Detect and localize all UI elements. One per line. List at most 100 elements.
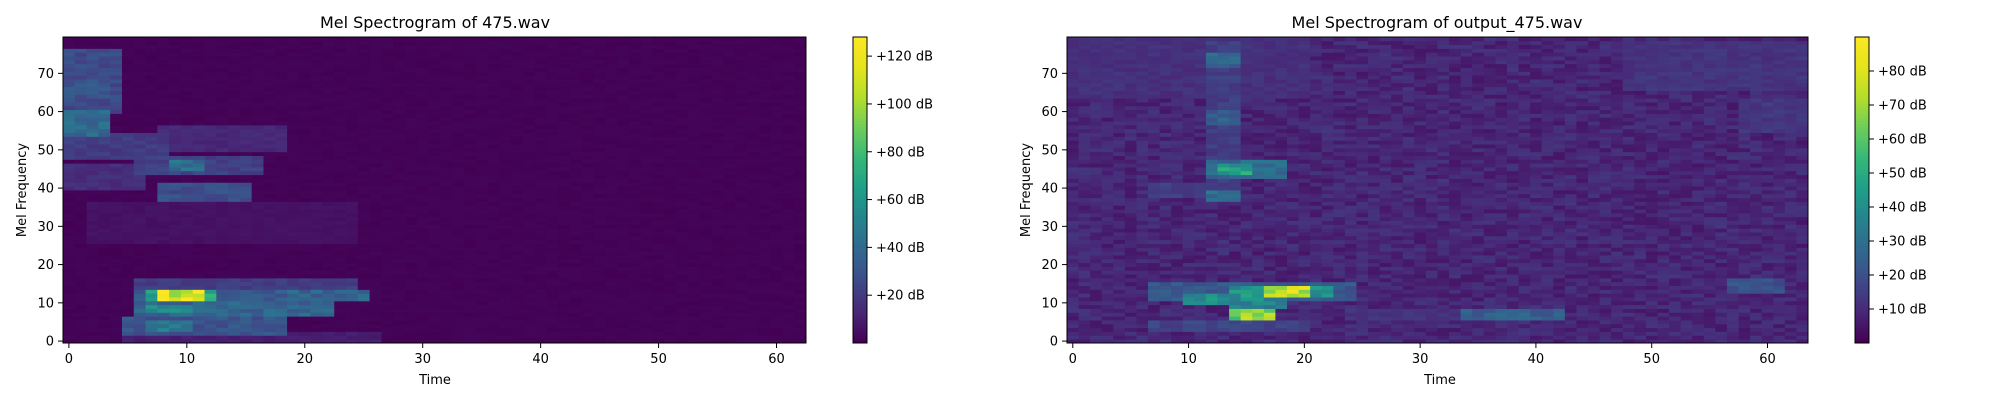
heatmap-cell <box>770 94 783 99</box>
heatmap-cell <box>747 323 760 329</box>
heatmap-cell <box>239 186 253 191</box>
heatmap-cell <box>192 86 205 91</box>
heatmap-cell <box>475 308 488 313</box>
heatmap-cell <box>322 136 335 141</box>
heatmap-cell <box>216 147 229 153</box>
heatmap-cell <box>664 186 677 191</box>
heatmap-cell <box>499 52 512 57</box>
heatmap-cell <box>794 316 807 321</box>
heatmap-cell <box>275 182 288 187</box>
heatmap-cell <box>416 316 429 321</box>
heatmap-cell <box>86 235 99 241</box>
heatmap-cell <box>723 121 736 126</box>
heatmap-cell <box>98 140 111 145</box>
heatmap-cell <box>463 67 477 72</box>
heatmap-cell <box>110 155 123 160</box>
heatmap-cell <box>275 117 288 122</box>
heatmap-cell <box>699 205 713 210</box>
heatmap-cell <box>735 102 748 107</box>
heatmap-cell <box>63 339 76 344</box>
heatmap-cell <box>452 136 465 141</box>
heatmap-cell <box>558 297 571 302</box>
heatmap-cell <box>228 274 241 279</box>
heatmap-cell <box>275 293 288 298</box>
heatmap-cell <box>452 52 465 57</box>
heatmap-cell <box>239 224 253 229</box>
heatmap-cell <box>346 105 359 111</box>
heatmap-cell <box>192 197 205 202</box>
heatmap-cell <box>794 266 807 271</box>
heatmap-cell <box>263 117 276 122</box>
heatmap-cell <box>393 124 406 130</box>
heatmap-cell <box>98 136 111 141</box>
heatmap-cell <box>664 151 677 156</box>
heatmap-cell <box>463 323 477 329</box>
heatmap-cell <box>688 297 701 302</box>
heatmap-cell <box>463 255 477 260</box>
heatmap-cell <box>216 258 229 264</box>
heatmap-cell <box>204 304 217 309</box>
heatmap-cell <box>192 255 205 260</box>
heatmap-cell <box>475 281 488 287</box>
heatmap-cell <box>169 270 182 275</box>
heatmap-cell <box>428 52 441 57</box>
heatmap-cell <box>522 98 536 103</box>
heatmap-cell <box>782 182 795 187</box>
heatmap-cell <box>369 312 382 317</box>
heatmap-cell <box>699 312 713 317</box>
heatmap-cell <box>310 323 323 329</box>
heatmap-cell <box>110 52 123 57</box>
heatmap-cell <box>357 197 371 202</box>
heatmap-cell <box>192 266 205 271</box>
heatmap-cell <box>558 247 571 252</box>
heatmap-cell <box>546 86 559 91</box>
heatmap-cell <box>74 239 87 244</box>
heatmap-cell <box>239 75 253 80</box>
heatmap-cell <box>98 277 111 283</box>
heatmap-cell <box>699 75 713 80</box>
heatmap-cell <box>121 174 135 179</box>
heatmap-cell <box>405 144 418 149</box>
heatmap-cell <box>346 56 359 61</box>
heatmap-cell <box>747 281 760 287</box>
heatmap-cell <box>287 285 300 290</box>
heatmap-cell <box>169 128 182 134</box>
heatmap-cell <box>121 102 135 107</box>
heatmap-cell <box>63 56 76 61</box>
heatmap-cell <box>723 327 736 332</box>
heatmap-cell <box>393 293 406 298</box>
heatmap-cell <box>121 281 135 287</box>
heatmap-cell <box>346 75 359 80</box>
heatmap-cell <box>511 190 524 195</box>
heatmap-cell <box>511 98 524 103</box>
heatmap-cell <box>570 67 583 72</box>
heatmap-cell <box>357 147 371 153</box>
heatmap-cell <box>298 239 312 244</box>
heatmap-cell <box>239 323 253 329</box>
heatmap-cell <box>74 52 87 57</box>
heatmap-cell <box>699 182 713 187</box>
heatmap-cell <box>334 86 347 91</box>
heatmap-cell <box>758 209 772 214</box>
heatmap-cell <box>192 335 205 340</box>
heatmap-cell <box>216 94 229 99</box>
heatmap-cell <box>711 274 724 279</box>
heatmap-cell <box>758 258 772 264</box>
heatmap-cell <box>711 205 724 210</box>
heatmap-cell <box>487 105 500 111</box>
heatmap-cell <box>416 266 429 271</box>
heatmap-cell <box>676 312 689 317</box>
heatmap-cell <box>169 255 182 260</box>
heatmap-cell <box>511 274 524 279</box>
heatmap-cell <box>381 105 394 111</box>
heatmap-cell <box>664 147 677 153</box>
heatmap-cell <box>428 255 441 260</box>
heatmap-cell <box>157 124 170 130</box>
heatmap-cell <box>287 75 300 80</box>
heatmap-cell <box>676 304 689 309</box>
heatmap-cell <box>723 335 736 340</box>
heatmap-cell <box>440 109 453 114</box>
heatmap-cell <box>121 75 135 80</box>
heatmap-cell <box>463 170 477 176</box>
heatmap-cell <box>180 71 194 76</box>
